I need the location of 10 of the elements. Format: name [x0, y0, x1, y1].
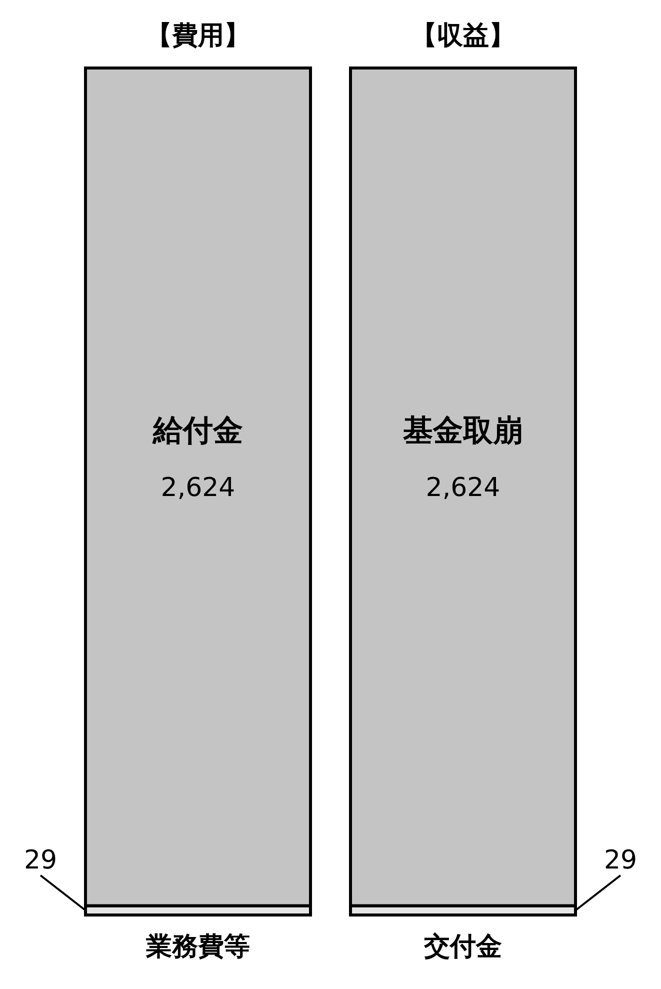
- annotation: 基金取崩: [402, 414, 523, 449]
- data-label: 29: [24, 845, 58, 876]
- data-label: 2,624: [160, 472, 236, 503]
- x-tick-label: 【費用】: [146, 21, 250, 51]
- annotation: 業務費等: [145, 932, 250, 962]
- data-label: 2,624: [426, 472, 500, 503]
- annotation: 給付金: [152, 414, 243, 449]
- x-tick-label: 【収益】: [411, 21, 515, 51]
- data-label: 29: [604, 845, 638, 876]
- annotation: 交付金: [423, 932, 502, 962]
